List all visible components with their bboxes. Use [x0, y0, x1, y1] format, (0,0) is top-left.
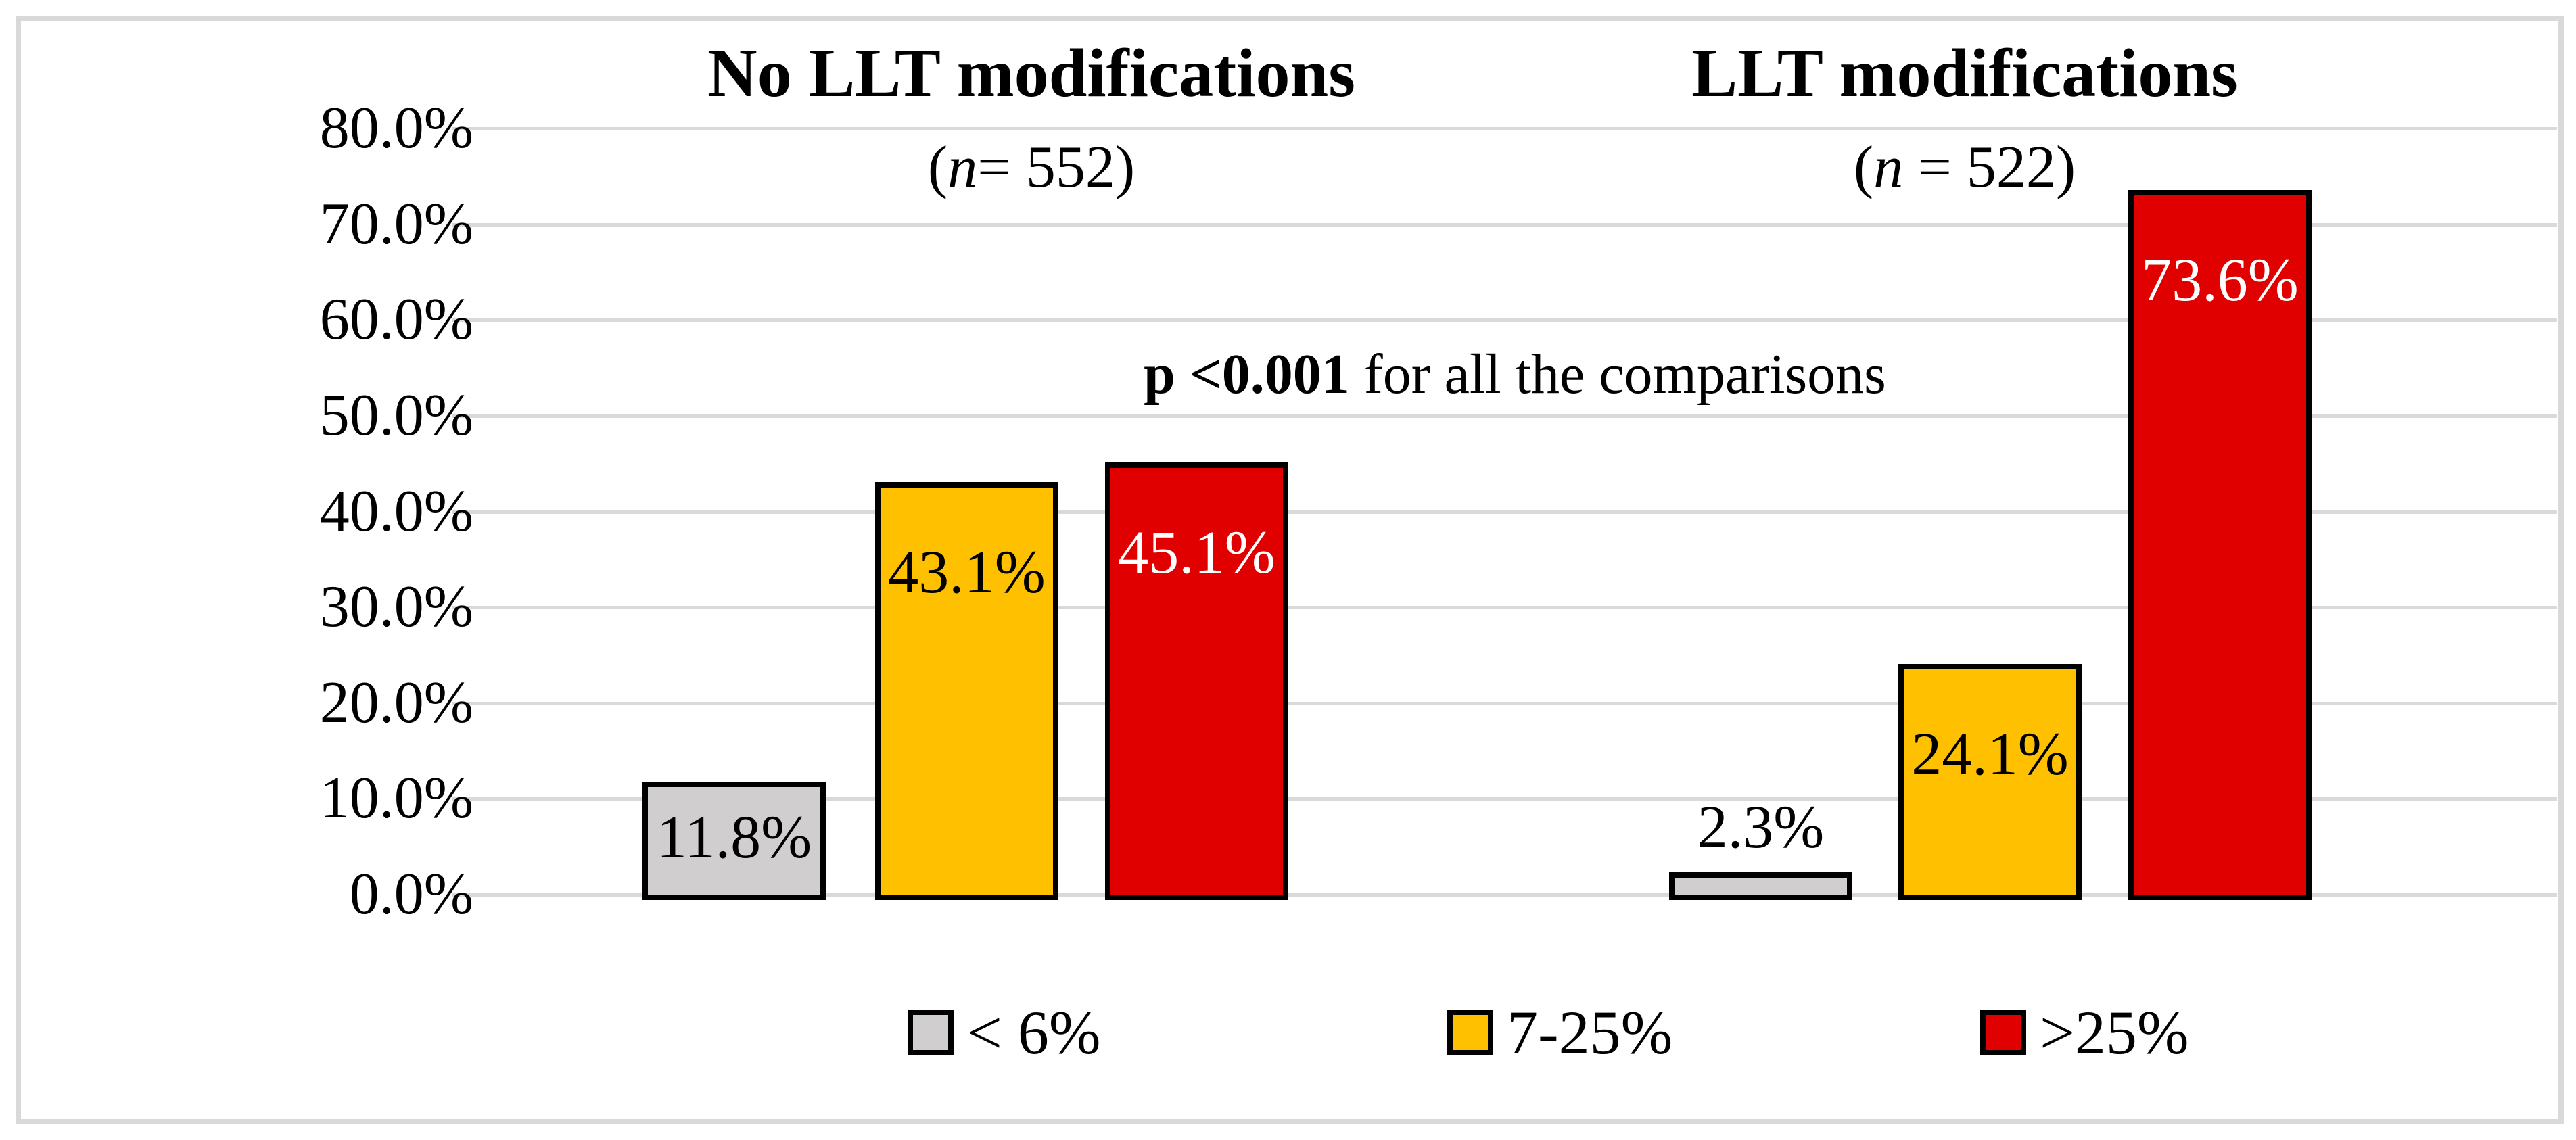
bar-value-label-no-llt-modifications-gt-25pct: 45.1%	[1118, 519, 1275, 587]
bar-no-llt-modifications-gt-25pct	[1105, 462, 1288, 900]
gridline-50pct	[452, 414, 2557, 418]
subtitle-n-value: = 552)	[977, 135, 1135, 200]
y-axis-tick-label: 20.0%	[319, 669, 473, 736]
bar-llt-modifications-gt-25pct	[2128, 189, 2312, 900]
subtitle-n-italic: n	[1873, 135, 1904, 200]
legend-swatch-lt-6pct	[908, 1010, 954, 1055]
y-axis-tick-label: 40.0%	[319, 478, 473, 544]
bar-no-llt-modifications-7-25pct	[875, 481, 1058, 900]
bar-value-label-llt-modifications-gt-25pct: 73.6%	[2141, 246, 2299, 314]
p-value-annotation: p <0.001 for all the comparisons	[1109, 337, 1921, 412]
group-subtitle-llt-modifications: (n = 522)	[1457, 130, 2472, 206]
gridline-20pct	[452, 701, 2557, 705]
y-axis-tick-label: 10.0%	[319, 765, 473, 832]
y-axis-tick-label: 70.0%	[319, 191, 473, 257]
bar-llt-modifications-lt-6pct	[1669, 872, 1852, 900]
group-title-no-llt-modifications: No LLT modifications	[707, 35, 1355, 112]
y-axis-tick-label: 50.0%	[319, 383, 473, 448]
legend-label-7-25pct: 7-25%	[1507, 998, 1673, 1067]
bar-value-label-no-llt-modifications-lt-6pct: 11.8%	[656, 804, 812, 872]
y-axis-tick-label: 80.0%	[319, 95, 473, 162]
gridline-40pct	[452, 510, 2557, 514]
chart-border	[16, 16, 2564, 1124]
gridline-60pct	[452, 318, 2557, 323]
gridline-30pct	[452, 606, 2557, 610]
annotation-bold-part: p <0.001	[1144, 343, 1350, 406]
legend-swatch-gt-25pct	[1980, 1010, 2026, 1055]
gridline-70pct	[452, 222, 2557, 227]
y-axis-tick-label: 60.0%	[319, 287, 473, 353]
legend-label-lt-6pct: < 6%	[967, 998, 1101, 1067]
y-axis-tick-label: 0.0%	[349, 861, 473, 927]
bar-value-label-no-llt-modifications-7-25pct: 43.1%	[888, 538, 1046, 606]
bar-no-llt-modifications-lt-6pct	[642, 781, 826, 900]
subtitle-n-value: = 522)	[1903, 135, 2076, 200]
bar-value-label-llt-modifications-7-25pct: 24.1%	[1911, 720, 2069, 788]
bar-llt-modifications-7-25pct	[1898, 663, 2082, 900]
subtitle-paren-open: (	[927, 135, 948, 200]
group-title-llt-modifications: LLT modifications	[1691, 35, 2238, 112]
subtitle-n-italic: n	[947, 135, 978, 200]
subtitle-paren-open: (	[1853, 135, 1874, 200]
annotation-regular-part: for all the comparisons	[1349, 343, 1886, 406]
gridline-80pct	[452, 127, 2557, 131]
legend-label-gt-25pct: >25%	[2040, 998, 2189, 1067]
gridline-0pct	[452, 893, 2557, 897]
group-subtitle-no-llt-modifications: (n= 552)	[524, 130, 1539, 206]
gridline-10pct	[452, 797, 2557, 801]
bar-value-label-llt-modifications-lt-6pct: 2.3%	[1697, 794, 1825, 861]
legend-swatch-7-25pct	[1447, 1010, 1493, 1055]
y-axis-tick-label: 30.0%	[319, 574, 473, 640]
